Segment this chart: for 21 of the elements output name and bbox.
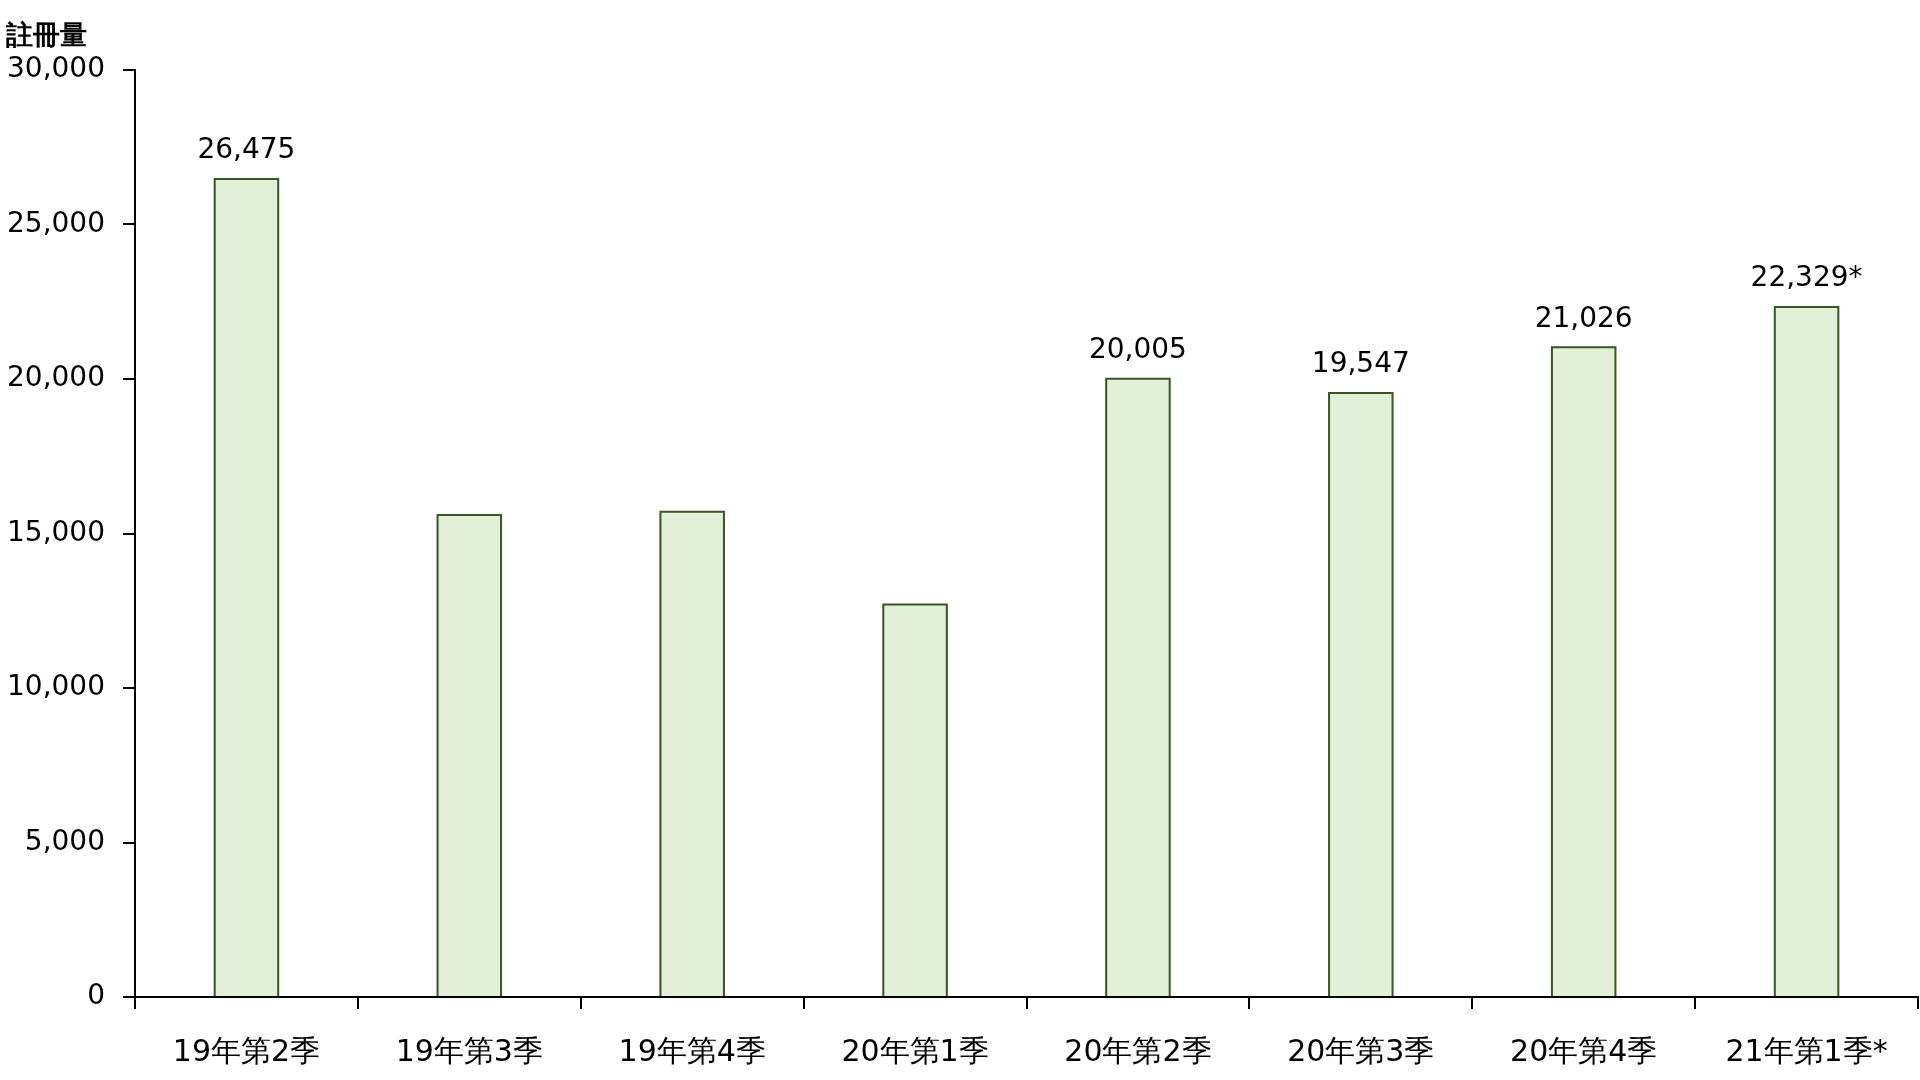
y-tick-label: 25,000 <box>7 205 105 239</box>
y-tick-label: 30,000 <box>7 51 105 85</box>
y-tick-label: 10,000 <box>7 669 105 703</box>
data-label: 19,547 <box>1311 346 1410 380</box>
x-tick-label: 20年第3季 <box>1287 1032 1435 1068</box>
x-tick-label: 19年第4季 <box>618 1032 766 1068</box>
y-tick-label: 20,000 <box>7 360 105 394</box>
data-label: 22,329* <box>1750 260 1863 294</box>
y-tick-label: 15,000 <box>7 514 105 548</box>
y-axis-title: 註冊量 <box>5 19 87 50</box>
y-tick-label: 5,000 <box>24 823 105 857</box>
x-tick-label: 19年第3季 <box>395 1032 543 1068</box>
x-tick-label: 19年第2季 <box>172 1032 321 1068</box>
x-tick-label: 21年第1季* <box>1725 1032 1888 1068</box>
x-tick-label: 20年第4季 <box>1510 1032 1658 1068</box>
data-label: 20,005 <box>1088 332 1187 366</box>
x-tick-label: 20年第1季 <box>841 1032 989 1068</box>
y-tick-label: 0 <box>87 978 105 1012</box>
x-tick-label: 20年第2季 <box>1064 1032 1212 1068</box>
data-label: 26,475 <box>197 132 296 166</box>
data-label: 21,026 <box>1534 300 1633 334</box>
